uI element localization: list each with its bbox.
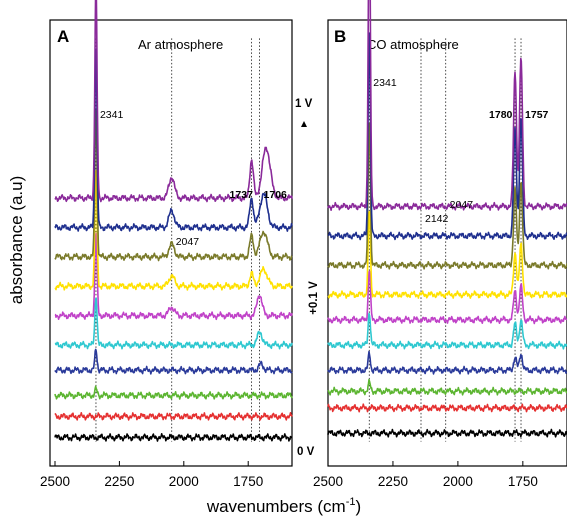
spectrum-trace-8 [327, 122, 567, 270]
x-tick-label: 2500 [40, 474, 70, 489]
peak-label: 1780 [489, 109, 513, 121]
peak-label: 2341 [100, 109, 124, 121]
x-axis-label-main: wavenumbers (cm [206, 497, 346, 516]
spectrum-trace-10 [54, 0, 293, 203]
spectrum-trace-9 [54, 48, 293, 232]
x-tick-label: 2500 [313, 474, 343, 489]
x-axis-label-superscript: -1 [346, 496, 356, 508]
x-tick-label: 1750 [233, 474, 263, 489]
spectrum-trace-5 [327, 312, 567, 350]
panel-a: A Ar atmosphere 2341 2047 1737 1706 2500 225… [40, 0, 293, 489]
panel-b-ticks: 2500 2250 2000 1750 [313, 461, 538, 489]
spectrum-trace-6 [327, 270, 567, 325]
x-tick-label: 2000 [169, 474, 199, 489]
x-axis-label: wavenumbers (cm-1) [206, 496, 361, 516]
panel-a-ticks: 2500 2250 2000 1750 [40, 461, 263, 489]
spectrum-trace-10 [327, 0, 567, 211]
panel-b-frame [327, 19, 567, 467]
potential-mid-label: +0.1 V [308, 281, 320, 315]
potential-top-label: 1 V [295, 98, 313, 110]
panel-a-letter: A [57, 27, 69, 46]
panel-b-traces [327, 0, 567, 438]
spectrum-trace-8 [54, 109, 293, 262]
panel-a-title: Ar atmosphere [138, 37, 223, 52]
spectrum-trace-5 [54, 297, 293, 350]
panel-a-frame [49, 19, 293, 467]
spectrum-trace-4 [54, 348, 293, 375]
spectrum-trace-4 [327, 350, 567, 375]
spectrum-trace-7 [327, 210, 567, 299]
panel-b-title: CO atmosphere [367, 37, 459, 52]
spectrum-trace-2 [327, 403, 567, 413]
peak-label: 1737 [230, 189, 254, 201]
spectrum-trace-1 [327, 428, 567, 438]
peak-label: 2047 [450, 199, 474, 211]
spectrum-trace-3 [54, 385, 293, 400]
peak-label: 2341 [373, 77, 397, 89]
x-axis-label-close: ) [355, 497, 361, 516]
potential-arrow-icon [301, 121, 307, 127]
y-axis-label: absorbance (a.u) [7, 176, 26, 305]
peak-label: 2047 [176, 236, 200, 248]
x-tick-label: 2250 [104, 474, 134, 489]
panel-b-letter: B [334, 27, 346, 46]
spectrum-trace-2 [54, 412, 293, 421]
peak-label: 2142 [425, 213, 449, 225]
x-tick-label: 2250 [378, 474, 408, 489]
peak-label: 1757 [525, 109, 549, 121]
potential-bottom-label: 0 V [297, 446, 315, 458]
panel-a-traces [54, 0, 293, 442]
panel-b-guides [368, 38, 522, 442]
x-tick-label: 1750 [508, 474, 538, 489]
panel-a-guides [95, 38, 260, 442]
x-tick-label: 2000 [443, 474, 473, 489]
spectrum-trace-3 [327, 378, 567, 396]
spectrum-trace-1 [54, 433, 293, 442]
spectrum-trace-6 [54, 232, 293, 321]
spectrum-trace-7 [54, 170, 293, 291]
panel-a-annotations: 2341 2047 1737 1706 [100, 109, 287, 248]
peak-label: 1706 [264, 189, 288, 201]
